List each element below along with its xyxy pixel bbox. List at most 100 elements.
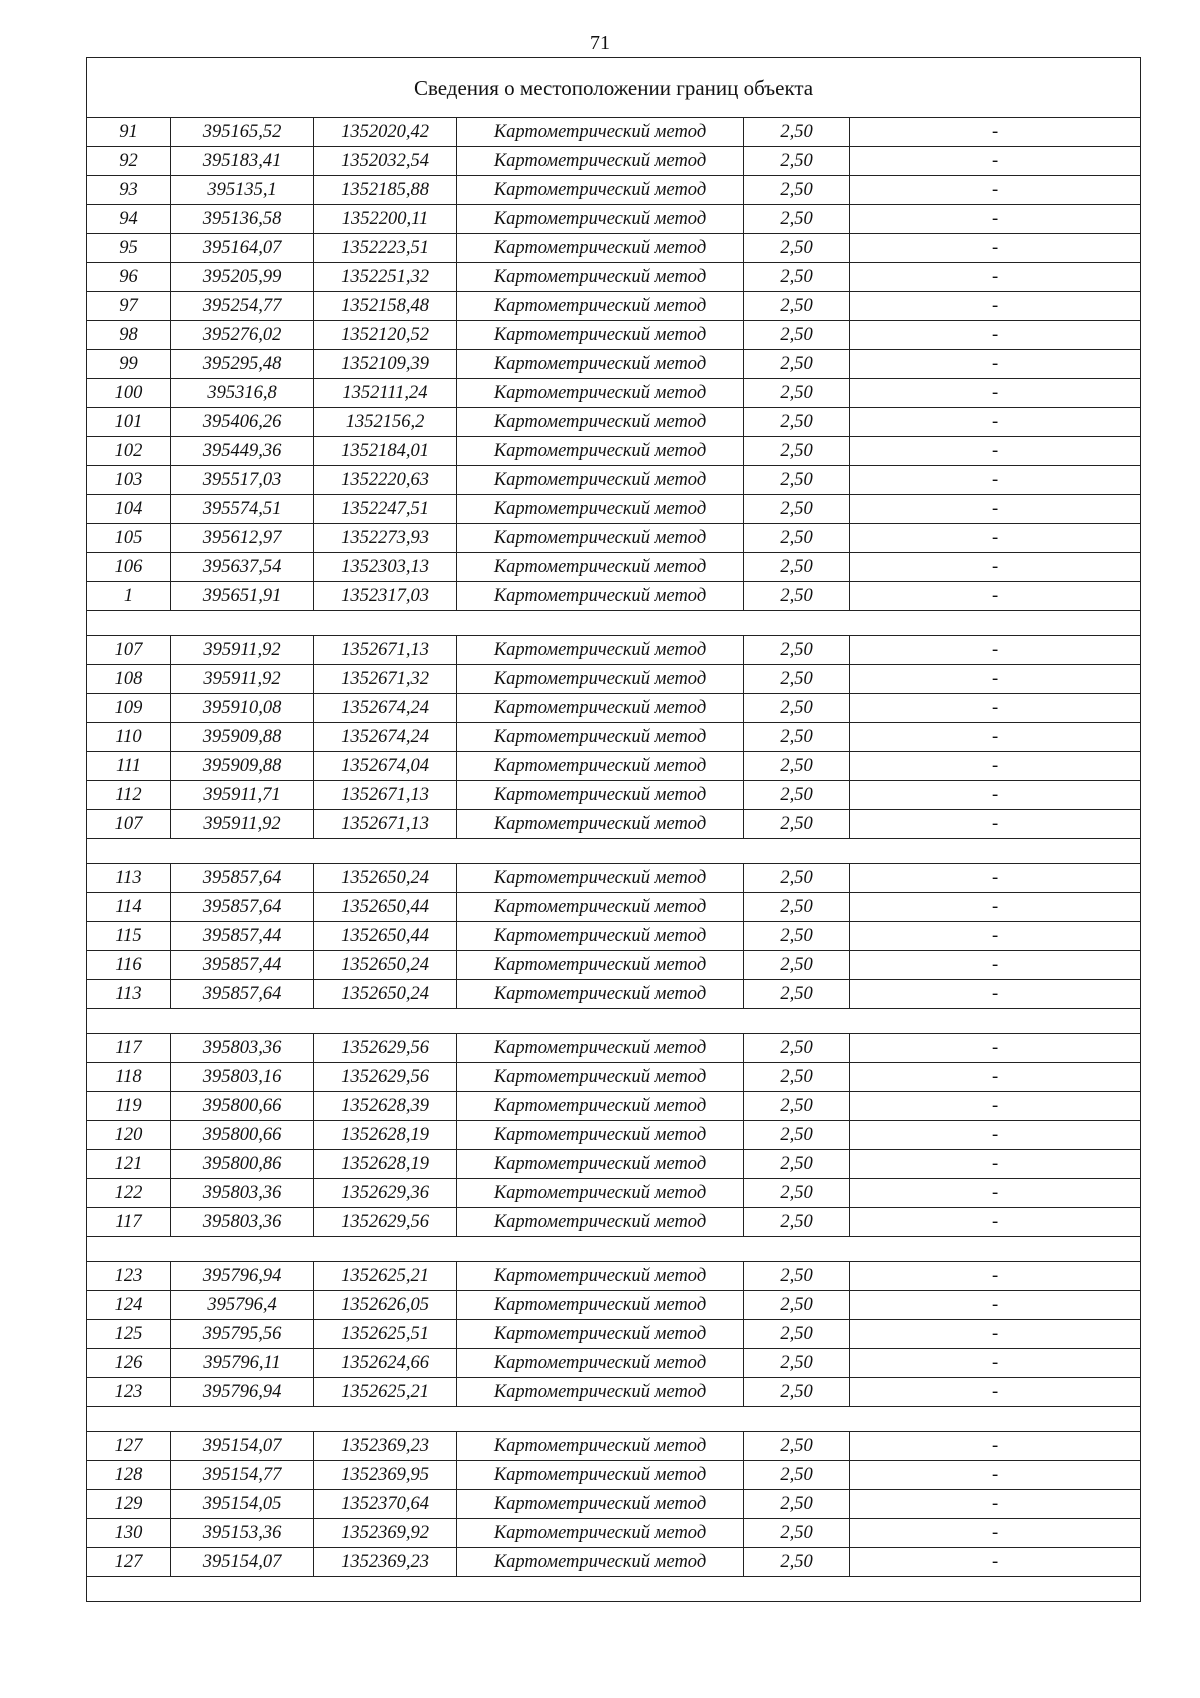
method-cell: Картометрический метод	[456, 1547, 744, 1577]
table-row: 108 395911,92 1352671,32 Картометрический м…	[86, 664, 1142, 694]
point-number-cell: 113	[86, 979, 171, 1009]
accuracy-cell: 2,50	[743, 1377, 850, 1407]
y-coordinate-cell: 1352671,13	[313, 780, 457, 810]
y-coordinate-cell: 1352369,92	[313, 1518, 457, 1548]
point-number-cell: 130	[86, 1518, 171, 1548]
table-row: 91 395165,52 1352020,42 Картометрический ме…	[86, 117, 1142, 147]
accuracy-cell: 2,50	[743, 349, 850, 379]
description-cell: -	[848, 635, 1142, 665]
description-cell: -	[848, 494, 1142, 524]
accuracy-cell: 2,50	[743, 693, 850, 723]
y-coordinate-cell: 1352109,39	[313, 349, 457, 379]
description-cell: -	[848, 552, 1142, 582]
table-row: 110 395909,88 1352674,24 Картометрический м…	[86, 722, 1142, 752]
x-coordinate-cell: 395911,71	[170, 780, 314, 810]
y-coordinate-cell: 1352220,63	[313, 465, 457, 495]
x-coordinate-cell: 395857,64	[170, 863, 314, 893]
table-row: 129 395154,05 1352370,64 Картометрический м…	[86, 1489, 1142, 1519]
table-row: 94 395136,58 1352200,11 Картометрический ме…	[86, 204, 1142, 234]
point-number-cell: 118	[86, 1062, 171, 1092]
x-coordinate-cell: 395135,1	[170, 175, 314, 205]
accuracy-cell: 2,50	[743, 233, 850, 263]
table-row: 103 395517,03 1352220,63 Картометрический м…	[86, 465, 1142, 495]
point-number-cell: 117	[86, 1033, 171, 1063]
method-cell: Картометрический метод	[456, 1033, 744, 1063]
x-coordinate-cell: 395910,08	[170, 693, 314, 723]
y-coordinate-cell: 1352273,93	[313, 523, 457, 553]
description-cell: -	[848, 1062, 1142, 1092]
point-number-cell: 123	[86, 1261, 171, 1291]
point-number-cell: 104	[86, 494, 171, 524]
method-cell: Картометрический метод	[456, 581, 744, 611]
table-row: 106 395637,54 1352303,13 Картометрический м…	[86, 552, 1142, 582]
table-title: Сведения о местоположении границ объекта	[85, 57, 1142, 118]
method-cell: Картометрический метод	[456, 262, 744, 292]
separator-row	[85, 1406, 1142, 1432]
method-cell: Картометрический метод	[456, 378, 744, 408]
point-number-cell: 1	[86, 581, 171, 611]
y-coordinate-cell: 1352370,64	[313, 1489, 457, 1519]
table-row: 113 395857,64 1352650,24 Картометрический м…	[86, 979, 1142, 1009]
boundary-table: Сведения о местоположении границ объекта…	[85, 57, 1142, 1602]
y-coordinate-cell: 1352629,36	[313, 1178, 457, 1208]
x-coordinate-cell: 395909,88	[170, 751, 314, 781]
accuracy-cell: 2,50	[743, 722, 850, 752]
title-row: Сведения о местоположении границ объекта	[85, 57, 1142, 118]
x-coordinate-cell: 395803,36	[170, 1033, 314, 1063]
table-row: 102 395449,36 1352184,01 Картометрический м…	[86, 436, 1142, 466]
accuracy-cell: 2,50	[743, 262, 850, 292]
x-coordinate-cell: 395637,54	[170, 552, 314, 582]
point-number-cell: 128	[86, 1460, 171, 1490]
method-cell: Картометрический метод	[456, 1149, 744, 1179]
table-row: 112 395911,71 1352671,13 Картометрический м…	[86, 780, 1142, 810]
x-coordinate-cell: 395205,99	[170, 262, 314, 292]
accuracy-cell: 2,50	[743, 863, 850, 893]
description-cell: -	[848, 1033, 1142, 1063]
method-cell: Картометрический метод	[456, 950, 744, 980]
method-cell: Картометрический метод	[456, 921, 744, 951]
y-coordinate-cell: 1352674,04	[313, 751, 457, 781]
description-cell: -	[848, 1518, 1142, 1548]
description-cell: -	[848, 1178, 1142, 1208]
method-cell: Картометрический метод	[456, 780, 744, 810]
point-number-cell: 124	[86, 1290, 171, 1320]
y-coordinate-cell: 1352625,21	[313, 1377, 457, 1407]
x-coordinate-cell: 395154,05	[170, 1489, 314, 1519]
description-cell: -	[848, 780, 1142, 810]
point-number-cell: 107	[86, 635, 171, 665]
table-row: 113 395857,64 1352650,24 Картометрический м…	[86, 863, 1142, 893]
y-coordinate-cell: 1352628,19	[313, 1149, 457, 1179]
accuracy-cell: 2,50	[743, 204, 850, 234]
method-cell: Картометрический метод	[456, 1207, 744, 1237]
y-coordinate-cell: 1352369,95	[313, 1460, 457, 1490]
description-cell: -	[848, 1261, 1142, 1291]
accuracy-cell: 2,50	[743, 1207, 850, 1237]
method-cell: Картометрический метод	[456, 1319, 744, 1349]
description-cell: -	[848, 233, 1142, 263]
accuracy-cell: 2,50	[743, 1149, 850, 1179]
x-coordinate-cell: 395796,94	[170, 1377, 314, 1407]
accuracy-cell: 2,50	[743, 552, 850, 582]
table-row: 114 395857,64 1352650,44 Картометрический м…	[86, 892, 1142, 922]
y-coordinate-cell: 1352625,21	[313, 1261, 457, 1291]
accuracy-cell: 2,50	[743, 1431, 850, 1461]
table-row: 124 395796,4 1352626,05 Картометрический ме…	[86, 1290, 1142, 1320]
point-number-cell: 113	[86, 863, 171, 893]
x-coordinate-cell: 395857,64	[170, 979, 314, 1009]
description-cell: -	[848, 291, 1142, 321]
point-number-cell: 126	[86, 1348, 171, 1378]
point-number-cell: 114	[86, 892, 171, 922]
method-cell: Картометрический метод	[456, 1120, 744, 1150]
point-number-cell: 112	[86, 780, 171, 810]
y-coordinate-cell: 1352674,24	[313, 722, 457, 752]
point-number-cell: 125	[86, 1319, 171, 1349]
x-coordinate-cell: 395295,48	[170, 349, 314, 379]
description-cell: -	[848, 1547, 1142, 1577]
x-coordinate-cell: 395164,07	[170, 233, 314, 263]
table-row: 107 395911,92 1352671,13 Картометрический м…	[86, 809, 1142, 839]
description-cell: -	[848, 465, 1142, 495]
accuracy-cell: 2,50	[743, 523, 850, 553]
y-coordinate-cell: 1352650,44	[313, 921, 457, 951]
table-row: 119 395800,66 1352628,39 Картометрический м…	[86, 1091, 1142, 1121]
method-cell: Картометрический метод	[456, 1348, 744, 1378]
